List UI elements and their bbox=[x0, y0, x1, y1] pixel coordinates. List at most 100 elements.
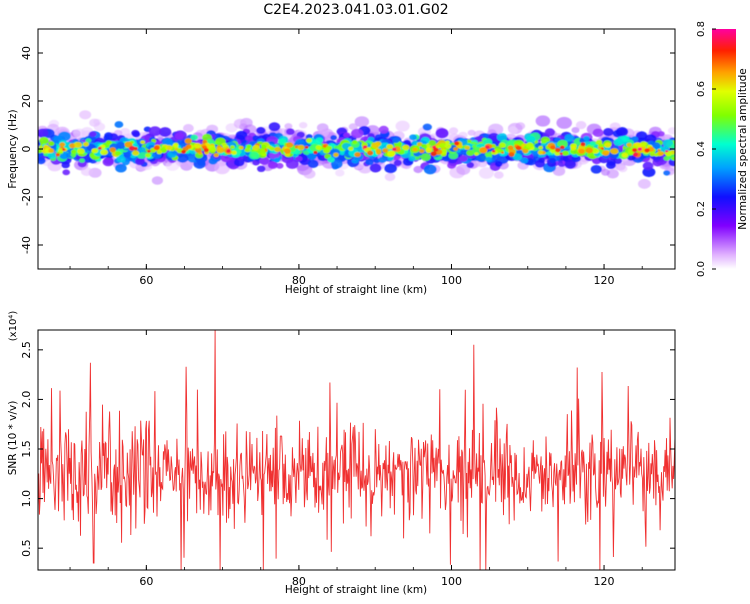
spectrogram-cell bbox=[38, 157, 46, 165]
spectrogram-cell bbox=[343, 132, 351, 138]
spectrogram-cell bbox=[120, 127, 131, 136]
x-tick-label: 100 bbox=[441, 274, 462, 287]
spectrogram-y-axis: -40 -20 0 20 40 bbox=[20, 46, 675, 254]
spectrogram-cell bbox=[203, 148, 209, 153]
spectrogram-cell bbox=[559, 152, 563, 155]
colorbar-label: Normalized spectral amplitude bbox=[737, 68, 749, 229]
spectrogram-cell bbox=[467, 129, 476, 136]
x-tick-label: 80 bbox=[292, 575, 306, 588]
spectrogram-cell bbox=[459, 155, 468, 162]
spectrogram-cell bbox=[269, 146, 275, 151]
spectrogram-cell bbox=[202, 139, 208, 144]
spectrogram-cell bbox=[335, 169, 345, 177]
spectrogram-cell bbox=[116, 156, 126, 163]
spectrogram-cell bbox=[535, 115, 551, 127]
spectrogram-cell bbox=[387, 150, 396, 157]
spectrogram-cell bbox=[538, 157, 545, 163]
spectrogram-cell bbox=[663, 170, 671, 176]
spectrogram-cell bbox=[330, 159, 343, 169]
snr-multiplier-label: (x10⁴) bbox=[8, 311, 19, 342]
spectrogram-cell bbox=[285, 159, 299, 169]
spectrogram-cell bbox=[384, 163, 397, 174]
x-tick-label: 120 bbox=[594, 274, 615, 287]
spectrogram-cell bbox=[303, 169, 316, 179]
spectrogram-cell bbox=[213, 153, 219, 158]
spectrogram-cell bbox=[323, 147, 331, 154]
spectrogram-cell bbox=[77, 148, 85, 155]
spectrogram-cell bbox=[657, 148, 661, 152]
spectrogram-cell bbox=[583, 135, 590, 141]
snr-x-axis: 60 80 100 120 bbox=[69, 330, 643, 588]
x-tick-label: 120 bbox=[594, 575, 615, 588]
spectrogram-cell bbox=[419, 148, 425, 154]
spectrogram-cell bbox=[663, 156, 670, 161]
spectrogram-x-axis-label: Height of straight line (km) bbox=[285, 284, 427, 296]
spectrogram-cell bbox=[436, 128, 449, 138]
spectrogram-cell bbox=[621, 135, 630, 142]
spectrogram-cell bbox=[231, 150, 237, 155]
spectrogram-cell bbox=[644, 148, 650, 153]
spectrogram-cell bbox=[162, 137, 173, 146]
y-tick-label: 1.5 bbox=[20, 440, 33, 458]
spectrogram-y-axis-label: Frequency (Hz) bbox=[7, 109, 19, 188]
spectrogram-cell bbox=[500, 151, 505, 154]
spectrogram-cell bbox=[153, 145, 160, 151]
spectrogram-cell bbox=[330, 135, 338, 141]
spectrogram-cell bbox=[140, 140, 146, 145]
snr-panel: 60 80 100 120 0.5 1.0 1.5 2.0 2.5 Height of str… bbox=[7, 311, 676, 596]
spectrogram-cell bbox=[313, 150, 318, 155]
spectrogram-cell bbox=[402, 144, 410, 151]
spectrogram-cell bbox=[392, 137, 400, 144]
spectrogram-cell bbox=[426, 147, 432, 151]
spectrogram-cell bbox=[508, 126, 518, 134]
spectrogram-cell bbox=[134, 157, 145, 166]
colorbar: 0.0 0.2 0.4 0.6 0.8 Normalized spectral ampl… bbox=[696, 21, 749, 277]
snr-frame bbox=[37, 329, 676, 571]
spectrogram-cell bbox=[601, 147, 605, 150]
spectrogram-cell bbox=[47, 151, 57, 159]
spectrogram-cell bbox=[485, 145, 490, 149]
spectrogram-cell bbox=[352, 140, 358, 145]
spectrogram-cell bbox=[615, 127, 629, 137]
spectrogram-cell bbox=[651, 142, 661, 150]
spectrogram-x-axis: 60 80 100 120 bbox=[69, 29, 643, 287]
spectrogram-cell bbox=[100, 149, 108, 156]
spectrogram-cell bbox=[193, 142, 202, 149]
spectrogram-cell bbox=[91, 148, 99, 154]
spectrogram-cell bbox=[268, 161, 277, 168]
spectrogram-cell bbox=[585, 147, 593, 154]
spectrogram-cell bbox=[554, 151, 561, 156]
spectrogram-cell bbox=[626, 142, 632, 147]
spectrogram-cell bbox=[665, 150, 669, 153]
spectrogram-cell bbox=[662, 139, 674, 148]
y-tick-label: 2.0 bbox=[20, 391, 33, 409]
spectrogram-cell bbox=[550, 145, 556, 150]
spectrogram-cell bbox=[606, 161, 616, 170]
spectrogram-cell bbox=[246, 144, 252, 149]
spectrogram-cell bbox=[209, 147, 217, 153]
spectrogram-cell bbox=[132, 131, 141, 138]
spectrogram-cell bbox=[244, 147, 251, 153]
spectrogram-cell bbox=[285, 142, 294, 148]
spectrogram-cell bbox=[439, 142, 447, 149]
spectrogram-cell bbox=[322, 144, 327, 148]
spectrogram-cell bbox=[365, 158, 374, 166]
spectrogram-cell bbox=[235, 130, 248, 140]
spectrogram-cell bbox=[216, 146, 225, 154]
spectrogram-cell bbox=[233, 158, 245, 167]
spectrogram-cell bbox=[165, 145, 173, 151]
spectrogram-cell bbox=[416, 142, 423, 147]
spectrogram-cell bbox=[642, 161, 654, 170]
spectrogram-cell bbox=[637, 147, 642, 151]
x-tick-label: 60 bbox=[139, 575, 153, 588]
spectrogram-cell bbox=[454, 141, 460, 146]
spectrogram-cell bbox=[478, 167, 494, 179]
spectrogram-cell bbox=[613, 138, 624, 146]
spectrogram-cell bbox=[522, 148, 529, 154]
spectrogram-cell bbox=[274, 146, 282, 153]
spectrogram-heat-layer bbox=[38, 110, 675, 189]
spectrogram-cell bbox=[245, 135, 253, 142]
spectrogram-cell bbox=[80, 167, 93, 176]
spectrogram-cell bbox=[595, 139, 603, 145]
spectrogram-cell bbox=[351, 128, 364, 139]
